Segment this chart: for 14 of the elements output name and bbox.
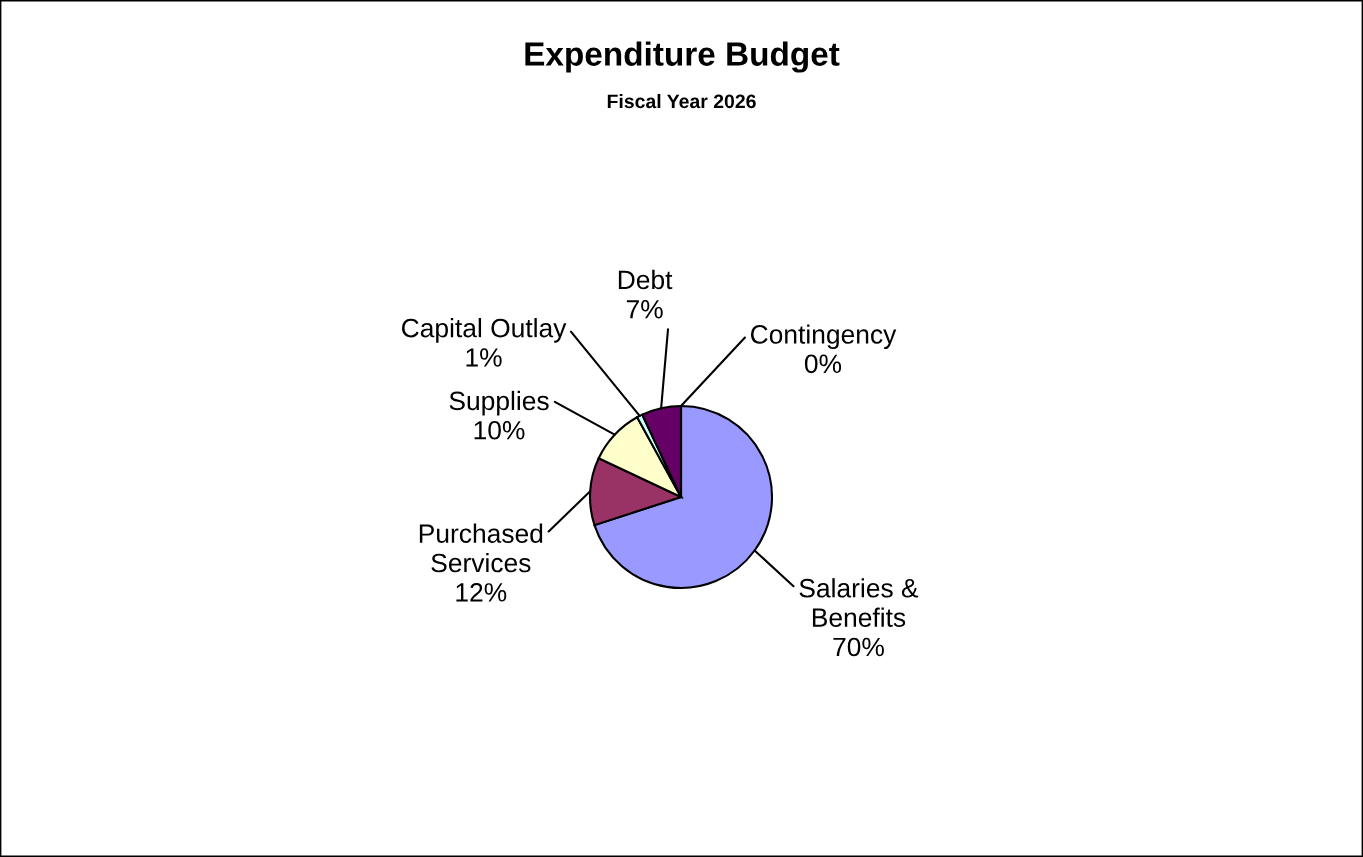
data-label: 70% — [833, 637, 884, 657]
slice-label: Salaries & Benefits — [799, 578, 919, 627]
slice-label: Capital Outlay — [402, 318, 567, 343]
chart-subtitle: Fiscal Year 2026 — [607, 93, 756, 109]
data-label: 7% — [626, 300, 663, 319]
category-label: Contingency — [750, 324, 897, 350]
data-label: 12% — [456, 583, 507, 602]
slice-label: Purchased Services — [419, 523, 543, 573]
slice-label: Debt — [618, 269, 673, 290]
text: 0% — [804, 354, 842, 374]
chart-title: Expenditure Budget — [525, 41, 840, 73]
data-label: 10% — [474, 420, 525, 440]
data-label: 1% — [466, 348, 502, 367]
slice-label: Supplies — [449, 390, 549, 416]
